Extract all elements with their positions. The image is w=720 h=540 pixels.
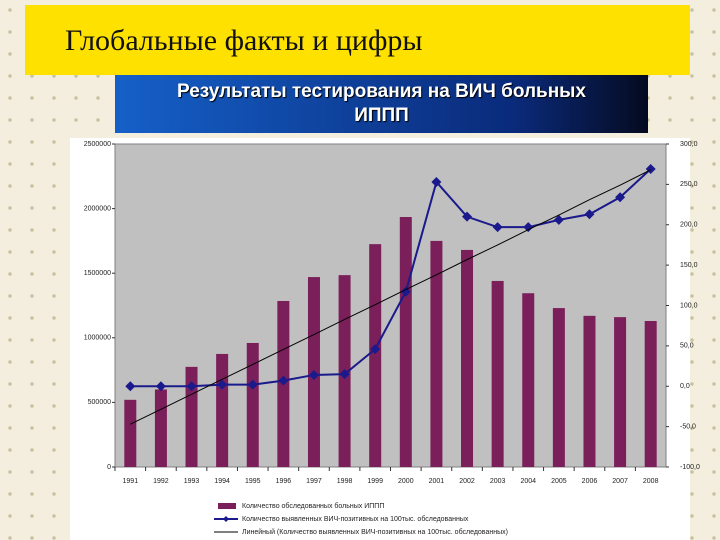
chart-title: Результаты тестирования на ВИЧ больных И… [115, 75, 648, 133]
x-tick-label: 1998 [337, 478, 353, 485]
y-tick-label: 500000 [88, 399, 111, 406]
y2-tick-label: 150,0 [680, 262, 698, 269]
marker [400, 286, 411, 297]
x-tick-label: 2000 [398, 478, 414, 485]
x-tick-label: 1999 [367, 478, 383, 485]
bar [461, 249, 474, 467]
bar [583, 315, 596, 467]
x-tick-label: 2002 [459, 478, 475, 485]
marker [462, 211, 473, 222]
legend-label: Количество обследованных больных ИППП [242, 502, 384, 510]
y2-tick-label: 200,0 [680, 222, 698, 229]
legend-marker [223, 516, 229, 522]
marker [155, 381, 166, 392]
y-tick-label: 2500000 [84, 141, 111, 148]
legend-swatch [218, 503, 236, 509]
line [130, 168, 652, 388]
x-tick-label: 2007 [612, 478, 628, 485]
y-tick-label: 1500000 [84, 270, 111, 277]
bar [430, 240, 443, 467]
bar [154, 389, 167, 467]
legend-label: Количество выявленных ВИЧ-позитивных на … [242, 515, 469, 523]
x-tick-label: 1993 [184, 478, 200, 485]
x-tick-label: 2001 [429, 478, 445, 485]
legend-label: Линейный (Количество выявленных ВИЧ-пози… [242, 528, 508, 536]
bar [216, 353, 229, 467]
bar [185, 366, 198, 467]
bar [369, 244, 382, 467]
bar [644, 321, 657, 467]
marker [217, 379, 228, 390]
marker [278, 375, 289, 386]
x-tick-label: 1995 [245, 478, 261, 485]
marker [584, 209, 595, 220]
marker [523, 222, 534, 233]
x-tick-label: 1997 [306, 478, 322, 485]
slide-title: Глобальные факты и цифры [65, 24, 423, 57]
x-tick-label: 2008 [643, 478, 659, 485]
marker [431, 176, 442, 187]
marker [247, 379, 258, 390]
marker [370, 344, 381, 355]
marker [125, 381, 136, 392]
plot-area [114, 143, 667, 468]
y2-tick-label: 300,0 [680, 141, 698, 148]
marker [615, 192, 626, 203]
x-tick-label: 2005 [551, 478, 567, 485]
bar [491, 280, 504, 467]
bar [124, 399, 137, 467]
y-tick-label: 2000000 [84, 205, 111, 212]
marker [308, 369, 319, 380]
x-tick-label: 2004 [520, 478, 536, 485]
marker [186, 381, 197, 392]
x-tick-label: 1994 [214, 478, 230, 485]
x-tick-label: 2006 [582, 478, 598, 485]
y-tick-label: 0 [107, 464, 111, 471]
y2-tick-label: 100,0 [680, 302, 698, 309]
x-tick-label: 1996 [276, 478, 292, 485]
marker [339, 369, 350, 380]
x-tick-label: 1992 [153, 478, 169, 485]
bar [246, 342, 259, 467]
y2-tick-label: -100,0 [680, 464, 700, 471]
bar [614, 317, 627, 467]
y2-tick-label: 0,0 [680, 383, 690, 390]
x-tick-label: 2003 [490, 478, 506, 485]
bar [552, 308, 565, 467]
marker [492, 222, 503, 233]
marker [553, 214, 564, 225]
bar [522, 293, 535, 467]
y2-tick-label: -50,0 [680, 423, 696, 430]
y2-tick-label: 250,0 [680, 181, 698, 188]
banner [25, 5, 690, 75]
x-tick-label: 1991 [123, 478, 139, 485]
y-tick-label: 1000000 [84, 335, 111, 342]
y2-tick-label: 50,0 [680, 343, 694, 350]
bar [399, 216, 412, 467]
line [130, 169, 651, 425]
